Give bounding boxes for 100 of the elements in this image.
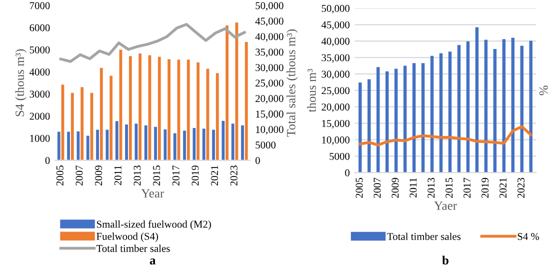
x-tick-label: 2023 bbox=[517, 178, 524, 198]
legend-label: S4 % bbox=[518, 232, 540, 240]
y2-tick-label: 40,000 bbox=[255, 33, 284, 42]
bar bbox=[158, 56, 161, 160]
bar bbox=[244, 42, 248, 160]
y2-tick-label: 30,000 bbox=[256, 64, 284, 73]
bar bbox=[96, 130, 99, 160]
bar bbox=[76, 131, 80, 160]
x-tick-label: 2013 bbox=[134, 166, 141, 186]
y2-tick-label: 20,000 bbox=[256, 95, 284, 104]
bar bbox=[394, 68, 398, 173]
x-tick-label: 2011 bbox=[410, 178, 417, 198]
x-tick-label: 2015 bbox=[446, 178, 453, 198]
bar bbox=[520, 46, 524, 173]
bar bbox=[144, 125, 148, 160]
bar bbox=[173, 133, 176, 160]
x-tick-label: 2007 bbox=[76, 165, 83, 186]
bar bbox=[115, 121, 118, 160]
bar bbox=[67, 132, 70, 160]
x-tick-label: 2021 bbox=[211, 166, 218, 186]
y-tick-label: 0 bbox=[345, 169, 350, 176]
y-tick-label: 7000 bbox=[30, 2, 50, 10]
x-tick-label: 2011 bbox=[114, 166, 122, 186]
y-tick-label: 45,000 bbox=[321, 21, 350, 30]
bar bbox=[168, 59, 171, 160]
y2-tick-label: 45,000 bbox=[255, 18, 284, 26]
bar bbox=[226, 25, 228, 160]
x-tick-label: 2009 bbox=[95, 166, 102, 186]
line-series bbox=[358, 125, 532, 146]
legend-label: Total timber sales bbox=[96, 244, 170, 252]
y-tick-label: 4000 bbox=[30, 68, 50, 76]
y2-tick-label: 15,000 bbox=[256, 110, 284, 120]
bar bbox=[484, 40, 488, 173]
bar bbox=[212, 130, 215, 160]
bar bbox=[164, 129, 167, 160]
bar bbox=[358, 82, 362, 173]
x-tick-label: 2005 bbox=[356, 178, 363, 198]
y-tick-label: 35,000 bbox=[322, 54, 350, 63]
y-axis-title: S4 (thous m³) bbox=[15, 49, 27, 116]
y2-tick-label: 35,000 bbox=[256, 48, 284, 58]
y-tick-label: 2000 bbox=[30, 112, 50, 120]
y-tick-label: 50,000 bbox=[322, 4, 350, 14]
bar bbox=[475, 27, 479, 173]
bar bbox=[457, 45, 461, 173]
y2-tick-label: 25,000 bbox=[256, 80, 284, 88]
bar bbox=[183, 130, 186, 160]
y-tick-label: 3000 bbox=[30, 90, 50, 98]
legend-label: Total timber sales bbox=[387, 232, 461, 240]
bar bbox=[106, 130, 109, 160]
bar bbox=[222, 120, 225, 160]
y2-tick-label: 10,000 bbox=[256, 126, 284, 135]
text: a bbox=[150, 258, 156, 265]
bar bbox=[216, 73, 219, 160]
y2-tick-label: 50,000 bbox=[256, 2, 284, 11]
bar bbox=[231, 124, 234, 160]
y-tick-label: 30,000 bbox=[322, 70, 350, 80]
x-tick-label: 2015 bbox=[153, 166, 160, 186]
x-tick-label: 2007 bbox=[374, 178, 381, 198]
y-tick-label: 5000 bbox=[330, 152, 350, 160]
x-tick-label: 2005 bbox=[56, 166, 64, 186]
bar bbox=[511, 38, 515, 173]
bar bbox=[138, 53, 142, 160]
y-tick-label: 0 bbox=[45, 156, 50, 164]
y-tick-label: 40,000 bbox=[321, 38, 350, 46]
bar bbox=[192, 128, 196, 160]
bar bbox=[403, 66, 407, 173]
line-series bbox=[59, 22, 246, 63]
text: b bbox=[442, 256, 448, 265]
bar bbox=[100, 68, 103, 160]
legend-label: Fuelwood (S4) bbox=[96, 232, 158, 242]
y-tick-label: 6000 bbox=[30, 24, 50, 32]
x-tick-label: 2017 bbox=[464, 178, 471, 198]
bar bbox=[186, 60, 190, 160]
bar bbox=[86, 136, 90, 160]
bar bbox=[448, 52, 452, 173]
bar bbox=[241, 125, 244, 160]
bar bbox=[154, 126, 157, 160]
bar bbox=[110, 76, 113, 160]
bar bbox=[80, 87, 84, 160]
x-tick-label: 2019 bbox=[482, 178, 489, 198]
bar bbox=[125, 124, 128, 160]
bar bbox=[529, 40, 532, 173]
legend-label: Small-sized fuelwood (M2) bbox=[96, 220, 211, 230]
bar bbox=[202, 128, 206, 160]
bar bbox=[439, 53, 443, 173]
x-tick-label: 2019 bbox=[192, 166, 199, 186]
bar bbox=[57, 132, 60, 160]
x-tick-label: 2013 bbox=[428, 178, 435, 198]
y2-tick-label: 5000 bbox=[256, 141, 276, 149]
bar bbox=[421, 63, 425, 173]
bar bbox=[493, 48, 497, 173]
x-tick-label: 2009 bbox=[392, 178, 399, 198]
y-tick-label: 25,000 bbox=[322, 87, 350, 96]
bar bbox=[134, 124, 138, 160]
bar bbox=[502, 39, 506, 173]
x-axis-title: Year bbox=[141, 189, 164, 198]
bar bbox=[196, 62, 200, 160]
y2-tick-label: 0 bbox=[256, 156, 260, 164]
bar bbox=[430, 56, 434, 173]
bar bbox=[70, 92, 74, 160]
